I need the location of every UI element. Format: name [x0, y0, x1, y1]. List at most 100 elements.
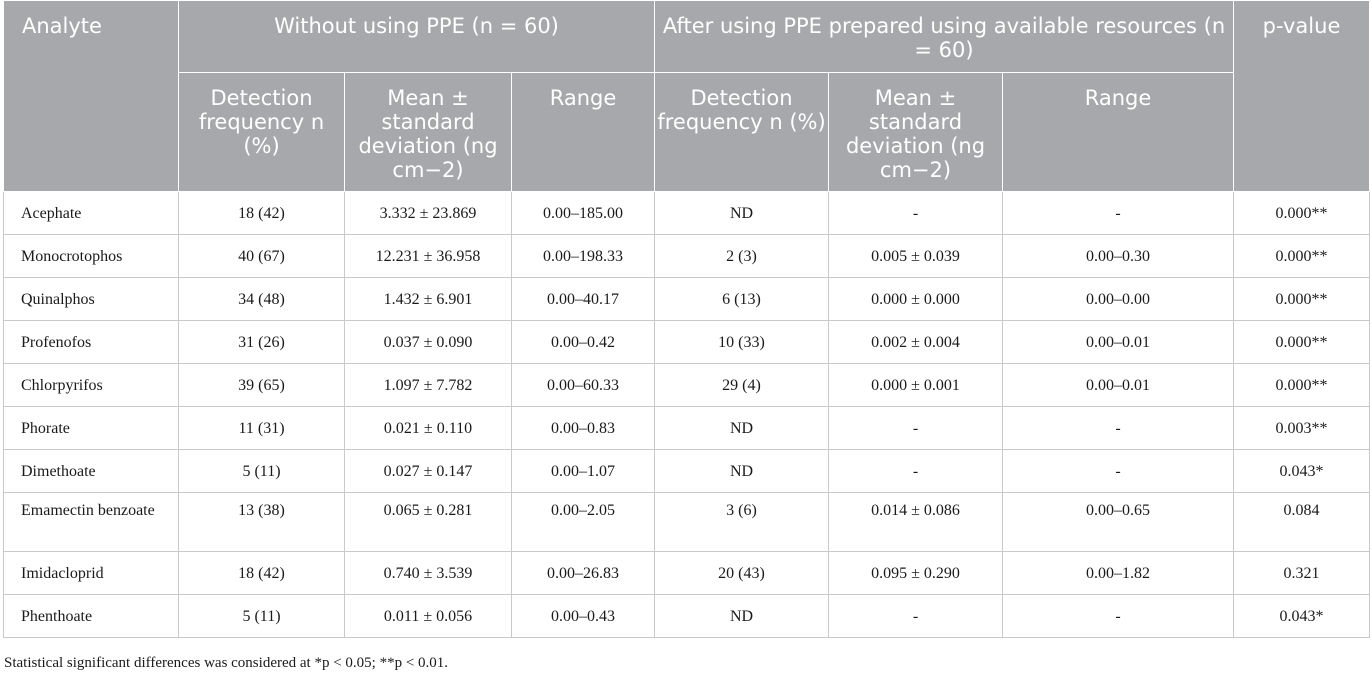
header-range-2: Range [1001, 72, 1235, 192]
cell-detection-2: 29 (4) [654, 363, 829, 407]
cell-mean-1: 1.432 ± 6.901 [344, 277, 512, 321]
table-row: Monocrotophos 40 (67) 12.231 ± 36.958 0.… [3, 234, 1371, 278]
table-row: Emamectin benzoate 13 (38) 0.065 ± 0.281… [3, 492, 1371, 552]
header-row-groups: Analyte Without using PPE (n = 60) After… [3, 0, 1371, 192]
cell-analyte: Emamectin benzoate [3, 492, 179, 552]
cell-p-value: 0.003** [1233, 406, 1371, 450]
cell-p-value: 0.000** [1233, 234, 1371, 278]
cell-range-2: - [1001, 191, 1235, 235]
cell-range-1: 0.00–1.07 [511, 449, 655, 493]
cell-analyte: Phorate [3, 406, 179, 450]
cell-range-2: - [1001, 406, 1235, 450]
cell-detection-1: 40 (67) [178, 234, 345, 278]
cell-range-1: 0.00–0.42 [511, 320, 655, 364]
cell-mean-2: - [828, 594, 1003, 638]
cell-mean-1: 0.027 ± 0.147 [344, 449, 512, 493]
cell-mean-1: 0.740 ± 3.539 [344, 551, 512, 595]
cell-detection-2: ND [654, 449, 829, 493]
table-row: Phenthoate 5 (11) 0.011 ± 0.056 0.00–0.4… [3, 594, 1371, 638]
cell-range-2: 0.00–0.00 [1001, 277, 1235, 321]
header-detection-1: Detection frequency n (%) [178, 72, 345, 192]
table-row: Dimethoate 5 (11) 0.027 ± 0.147 0.00–1.0… [3, 449, 1371, 493]
cell-p-value: 0.000** [1233, 191, 1371, 235]
table-row: Profenofos 31 (26) 0.037 ± 0.090 0.00–0.… [3, 320, 1371, 364]
cell-range-1: 0.00–26.83 [511, 551, 655, 595]
cell-mean-2: - [828, 406, 1003, 450]
cell-p-value: 0.043* [1233, 449, 1371, 493]
cell-mean-1: 0.011 ± 0.056 [344, 594, 512, 638]
cell-range-1: 0.00–60.33 [511, 363, 655, 407]
cell-analyte: Imidacloprid [3, 551, 179, 595]
cell-analyte: Acephate [3, 191, 179, 235]
cell-detection-2: 20 (43) [654, 551, 829, 595]
cell-detection-1: 11 (31) [178, 406, 345, 450]
cell-mean-1: 0.037 ± 0.090 [344, 320, 512, 364]
cell-mean-2: - [828, 191, 1003, 235]
cell-range-1: 0.00–0.43 [511, 594, 655, 638]
cell-detection-2: ND [654, 594, 829, 638]
cell-detection-1: 13 (38) [178, 492, 345, 552]
cell-mean-2: 0.000 ± 0.000 [828, 277, 1003, 321]
cell-p-value: 0.043* [1233, 594, 1371, 638]
header-row-subcolumns: Detection frequency n (%) Mean ± standar… [4, 72, 1370, 192]
cell-mean-1: 3.332 ± 23.869 [344, 191, 512, 235]
cell-range-2: 0.00–1.82 [1001, 551, 1235, 595]
cell-detection-1: 5 (11) [178, 594, 345, 638]
cell-detection-1: 18 (42) [178, 551, 345, 595]
cell-detection-2: 6 (13) [654, 277, 829, 321]
cell-p-value: 0.321 [1233, 551, 1371, 595]
cell-p-value: 0.000** [1233, 363, 1371, 407]
header-detection-2: Detection frequency n (%) [654, 72, 829, 192]
header-analyte: Analyte [3, 0, 179, 192]
cell-range-1: 0.00–0.83 [511, 406, 655, 450]
cell-mean-1: 12.231 ± 36.958 [344, 234, 512, 278]
cell-mean-1: 1.097 ± 7.782 [344, 363, 512, 407]
cell-mean-2: - [828, 449, 1003, 493]
cell-range-2: 0.00–0.30 [1001, 234, 1235, 278]
table-row: Acephate 18 (42) 3.332 ± 23.869 0.00–185… [3, 191, 1371, 235]
header-mean-2: Mean ± standard deviation (ng cm−2) [828, 72, 1003, 192]
cell-detection-1: 18 (42) [178, 191, 345, 235]
cell-detection-2: ND [654, 406, 829, 450]
cell-detection-2: 3 (6) [654, 492, 829, 552]
header-p-value: p-value [1233, 0, 1371, 192]
cell-detection-1: 5 (11) [178, 449, 345, 493]
table-row: Quinalphos 34 (48) 1.432 ± 6.901 0.00–40… [3, 277, 1371, 321]
cell-detection-2: ND [654, 191, 829, 235]
cell-mean-2: 0.000 ± 0.001 [828, 363, 1003, 407]
cell-detection-1: 31 (26) [178, 320, 345, 364]
cell-range-2: - [1001, 449, 1235, 493]
cell-mean-1: 0.065 ± 0.281 [344, 492, 512, 552]
header-range-1: Range [511, 72, 655, 192]
table-row: Imidacloprid 18 (42) 0.740 ± 3.539 0.00–… [3, 551, 1371, 595]
cell-mean-1: 0.021 ± 0.110 [344, 406, 512, 450]
cell-analyte: Dimethoate [3, 449, 179, 493]
cell-detection-2: 2 (3) [654, 234, 829, 278]
cell-mean-2: 0.005 ± 0.039 [828, 234, 1003, 278]
cell-analyte: Quinalphos [3, 277, 179, 321]
cell-range-2: 0.00–0.65 [1001, 492, 1235, 552]
table-row: Chlorpyrifos 39 (65) 1.097 ± 7.782 0.00–… [3, 363, 1371, 407]
results-table: Analyte Without using PPE (n = 60) After… [3, 0, 1371, 638]
cell-mean-2: 0.014 ± 0.086 [828, 492, 1003, 552]
cell-analyte: Phenthoate [3, 594, 179, 638]
cell-range-1: 0.00–185.00 [511, 191, 655, 235]
table-footnote: Statistical significant differences was … [4, 655, 449, 671]
cell-range-2: 0.00–0.01 [1001, 363, 1235, 407]
cell-analyte: Profenofos [3, 320, 179, 364]
cell-range-1: 0.00–198.33 [511, 234, 655, 278]
cell-p-value: 0.000** [1233, 320, 1371, 364]
cell-range-2: - [1001, 594, 1235, 638]
cell-analyte: Monocrotophos [3, 234, 179, 278]
cell-analyte: Chlorpyrifos [3, 363, 179, 407]
header-mean-1: Mean ± standard deviation (ng cm−2) [344, 72, 512, 192]
cell-detection-1: 39 (65) [178, 363, 345, 407]
cell-p-value: 0.084 [1233, 492, 1371, 552]
cell-mean-2: 0.002 ± 0.004 [828, 320, 1003, 364]
cell-detection-2: 10 (33) [654, 320, 829, 364]
header-group-without-ppe: Without using PPE (n = 60) [178, 0, 655, 73]
header-group-with-ppe: After using PPE prepared using available… [653, 0, 1235, 73]
cell-range-1: 0.00–40.17 [511, 277, 655, 321]
cell-range-2: 0.00–0.01 [1001, 320, 1235, 364]
cell-range-1: 0.00–2.05 [511, 492, 655, 552]
